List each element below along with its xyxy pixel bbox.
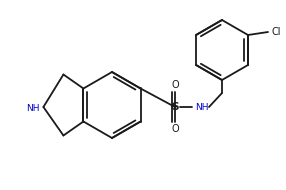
- Text: O: O: [171, 124, 179, 134]
- Text: NH: NH: [26, 104, 39, 112]
- Text: O: O: [171, 80, 179, 90]
- Text: Cl: Cl: [271, 27, 281, 37]
- Text: S: S: [171, 102, 179, 112]
- Text: NH: NH: [195, 102, 209, 112]
